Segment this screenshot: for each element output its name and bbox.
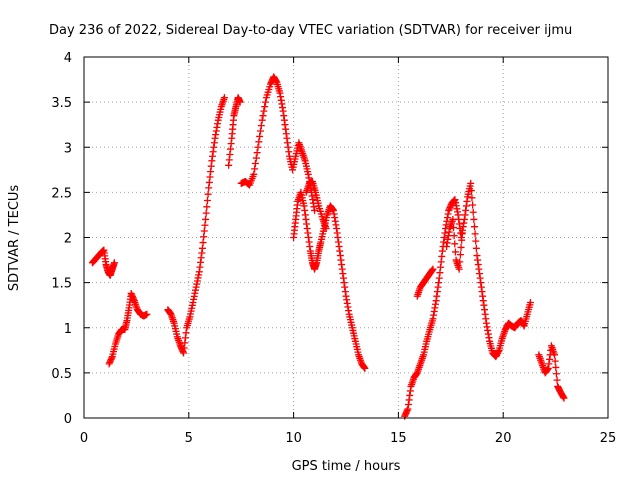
data-point <box>451 248 459 256</box>
data-point <box>204 190 212 198</box>
data-point <box>202 215 210 223</box>
data-point <box>254 143 262 151</box>
data-point <box>470 223 478 231</box>
data-point <box>255 138 263 146</box>
y-tick-label: 2.5 <box>51 186 72 201</box>
data-point <box>471 230 479 238</box>
data-point <box>203 203 211 211</box>
data-point <box>455 265 463 273</box>
data-point <box>143 310 151 318</box>
x-tick-label: 0 <box>80 431 88 446</box>
data-point <box>251 159 259 167</box>
data-point <box>560 394 568 402</box>
data-point <box>456 251 464 259</box>
data-point <box>450 224 458 232</box>
x-tick-label: 20 <box>495 431 512 446</box>
data-point <box>472 244 480 252</box>
data-point <box>469 201 477 209</box>
grid-lines <box>84 57 608 418</box>
data-point <box>456 258 464 266</box>
data-point <box>236 98 244 106</box>
y-tick-label: 1.5 <box>51 277 72 292</box>
y-tick-label: 4 <box>64 51 72 66</box>
data-point <box>450 232 458 240</box>
data-point <box>552 370 560 378</box>
data-point <box>259 112 267 120</box>
y-tick-label: 0.5 <box>51 367 72 382</box>
data-point <box>260 107 268 115</box>
chart-title: Day 236 of 2022, Sidereal Day-to-day VTE… <box>49 23 572 38</box>
y-tick-labels: 0 0.5 1 1.5 2 2.5 3 3.5 4 <box>51 51 72 427</box>
x-tick-label: 25 <box>600 431 617 446</box>
data-point <box>469 208 477 216</box>
x-tick-label: 15 <box>390 431 407 446</box>
data-point <box>467 187 475 195</box>
axis-ticks <box>83 56 609 419</box>
y-tick-label: 3 <box>64 141 72 156</box>
data-point <box>253 149 261 157</box>
data-point <box>251 165 259 173</box>
data-point <box>472 237 480 245</box>
y-axis-label: SDTVAR / TECUs <box>7 185 22 292</box>
data-point <box>553 376 561 384</box>
data-point <box>203 196 211 204</box>
data-point <box>245 180 253 188</box>
x-tick-label: 10 <box>285 431 302 446</box>
data-point <box>551 357 559 365</box>
data-point <box>258 116 266 124</box>
data-point <box>552 363 560 371</box>
data-point <box>467 179 475 187</box>
x-axis-label: GPS time / hours <box>292 459 401 474</box>
data-point <box>551 351 559 359</box>
y-tick-label: 1 <box>64 322 72 337</box>
data-point <box>526 298 534 306</box>
data-points <box>88 73 568 420</box>
x-tick-label: 5 <box>185 431 193 446</box>
data-point <box>110 259 118 267</box>
data-point <box>261 103 269 111</box>
y-tick-label: 3.5 <box>51 96 72 111</box>
data-point <box>262 98 270 106</box>
data-point <box>257 122 265 130</box>
data-point <box>449 215 457 223</box>
data-point <box>256 127 264 135</box>
y-tick-label: 2 <box>64 232 72 247</box>
data-point <box>256 132 264 140</box>
data-point <box>457 243 465 251</box>
y-tick-label: 0 <box>64 412 72 427</box>
data-point <box>250 170 258 178</box>
data-point <box>451 240 459 248</box>
data-point <box>311 206 319 214</box>
x-tick-labels: 0 5 10 15 20 25 <box>80 431 616 446</box>
data-point <box>322 224 330 232</box>
data-point <box>468 194 476 202</box>
data-point <box>361 364 369 372</box>
data-point <box>470 215 478 223</box>
plot-frame <box>83 56 609 419</box>
data-point <box>458 236 466 244</box>
data-point <box>252 154 260 162</box>
data-point <box>202 209 210 217</box>
data-point <box>429 265 437 273</box>
data-point <box>458 229 466 237</box>
data-point <box>220 94 228 102</box>
